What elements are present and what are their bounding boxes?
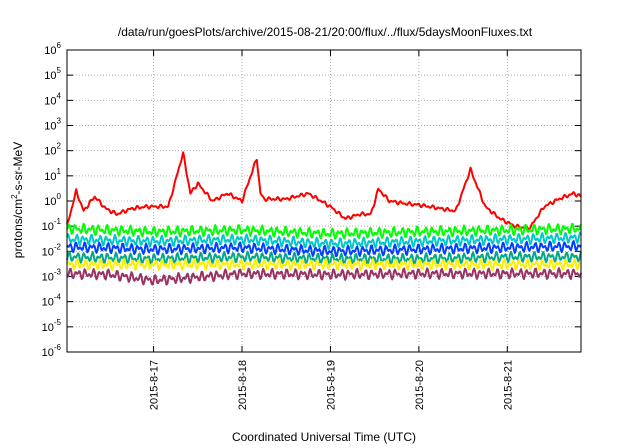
x-tick-label: 2015-8-18 — [237, 360, 249, 410]
y-tick-label: 10-2 — [42, 242, 62, 258]
x-tick-label: 2015-8-17 — [149, 360, 161, 410]
x-tick-label: 2015-8-21 — [502, 360, 514, 410]
series-line — [66, 267, 582, 286]
y-tick-label: 100 — [44, 192, 61, 208]
y-tick-base: 10 — [42, 322, 54, 334]
x-tick-labels: 2015-8-17 2015-8-18 2015-8-19 2015-8-20 2015… — [149, 360, 515, 410]
y-tick-exponent: 3 — [57, 117, 62, 126]
series-line — [66, 250, 582, 266]
y-tick-labels: 10-610-510-410-310-210-11001011021031041… — [42, 41, 62, 359]
y-tick-label: 10-4 — [42, 293, 62, 309]
y-tick-exponent: 4 — [57, 91, 62, 100]
y-tick-exponent: 6 — [57, 41, 62, 50]
series-line — [66, 258, 582, 271]
x-tick-label: 2015-8-20 — [414, 360, 426, 410]
y-tick-label: 10-5 — [42, 318, 62, 334]
y-tick-base: 10 — [42, 297, 54, 309]
y-tick-base: 10 — [42, 246, 54, 258]
y-tick-exponent: -1 — [54, 217, 62, 226]
y-axis-label: protons/cm2-s-sr-MeV — [10, 142, 25, 258]
y-axis-label-sup: 2 — [10, 194, 19, 199]
y-tick-exponent: 0 — [57, 192, 62, 201]
y-axis-label-pre: protons/cm — [11, 199, 25, 258]
y-tick-exponent: -3 — [54, 268, 62, 277]
y-tick-label: 10-3 — [42, 268, 62, 284]
y-tick-base: 10 — [42, 272, 54, 284]
series-line — [66, 231, 582, 251]
y-tick-label: 101 — [44, 167, 61, 183]
y-tick-base: 10 — [44, 95, 56, 107]
y-tick-label: 10-1 — [42, 217, 62, 233]
y-tick-exponent: 5 — [57, 66, 62, 75]
series-line — [66, 151, 582, 232]
y-tick-label: 104 — [44, 91, 61, 107]
y-tick-exponent: 1 — [57, 167, 62, 176]
y-tick-base: 10 — [42, 347, 54, 359]
y-tick-base: 10 — [44, 121, 56, 133]
y-tick-base: 10 — [44, 171, 56, 183]
y-tick-label: 102 — [44, 142, 61, 158]
y-tick-base: 10 — [44, 146, 56, 158]
y-tick-label: 106 — [44, 41, 61, 57]
y-tick-base: 10 — [42, 221, 54, 233]
y-tick-exponent: -2 — [54, 242, 62, 251]
y-tick-exponent: 2 — [57, 142, 62, 151]
x-axis-label: Coordinated Universal Time (UTC) — [232, 430, 416, 444]
y-tick-exponent: -6 — [54, 343, 62, 352]
x-tick-label: 2015-8-19 — [325, 360, 337, 410]
y-tick-label: 10-6 — [42, 343, 62, 359]
plot-frame — [66, 49, 582, 353]
series-line — [66, 240, 582, 258]
y-tick-base: 10 — [44, 196, 56, 208]
y-tick-exponent: -5 — [54, 318, 62, 327]
y-axis-label-post: -s-sr-MeV — [11, 142, 25, 195]
chart-title: /data/run/goesPlots/archive/2015-08-21/2… — [118, 25, 533, 39]
series-group — [66, 151, 582, 286]
series-line — [66, 222, 582, 240]
y-tick-label: 103 — [44, 117, 61, 133]
y-tick-label: 105 — [44, 66, 61, 82]
y-tick-exponent: -4 — [54, 293, 62, 302]
y-tick-base: 10 — [44, 70, 56, 82]
y-tick-base: 10 — [44, 45, 56, 57]
